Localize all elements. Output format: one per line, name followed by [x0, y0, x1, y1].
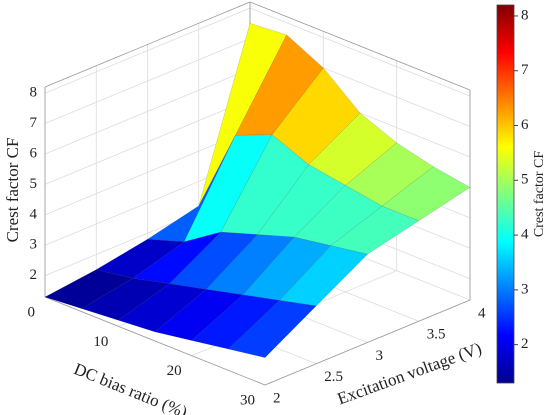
colorbar-label: Crest factor CF	[532, 151, 547, 238]
z-tick-label: 7	[30, 115, 38, 131]
y-tick-label: 3	[376, 348, 384, 364]
axis-line	[264, 299, 471, 386]
grid-line	[249, 7, 471, 97]
z-tick-label: 6	[30, 145, 38, 161]
colorbar-tick-label: 8	[521, 7, 529, 23]
y-tick-label: 3.5	[427, 327, 446, 343]
colorbar-tick-label: 4	[521, 227, 529, 243]
surface-cell	[330, 205, 420, 255]
x-tick-label: 10	[93, 334, 108, 350]
z-tick-label: 5	[30, 176, 38, 192]
y-axis-label: Excitation voltage (V)	[335, 339, 484, 409]
colorbar-tick-label: 2	[521, 336, 529, 352]
axis-line	[249, 1, 471, 91]
x-tick-label: 0	[28, 304, 36, 320]
z-tick-label: 4	[30, 206, 38, 222]
z-tick-label: 3	[30, 237, 38, 253]
axis-line	[44, 296, 266, 386]
axis-line	[44, 1, 251, 88]
x-tick-label: 30	[240, 392, 255, 408]
z-tick-label: 8	[30, 85, 38, 101]
colorbar-tick-label: 5	[521, 172, 529, 188]
colorbar-tick-label: 7	[521, 62, 529, 78]
colorbar-tick-label: 6	[521, 117, 529, 133]
colorbar-tick-label: 3	[521, 281, 529, 297]
z-tick-label: 2	[30, 267, 38, 283]
colorbar	[496, 4, 515, 384]
y-tick-label: 2.5	[324, 369, 343, 385]
y-tick-label: 4	[478, 305, 486, 321]
y-tick-label: 2	[273, 390, 281, 406]
x-tick-label: 20	[167, 363, 182, 379]
surface-cell	[227, 300, 317, 358]
z-axis-label: Crest factor CF	[3, 138, 22, 243]
